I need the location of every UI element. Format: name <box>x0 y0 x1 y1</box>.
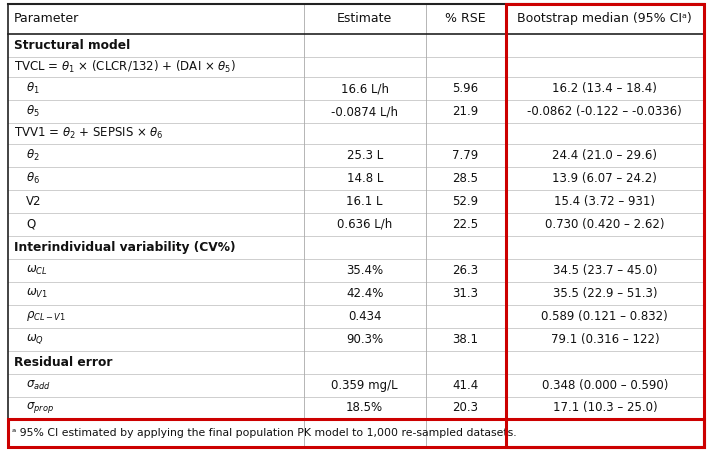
Text: 24.4 (21.0 – 29.6): 24.4 (21.0 – 29.6) <box>553 149 657 162</box>
Text: Structural model: Structural model <box>14 39 130 52</box>
Text: 21.9: 21.9 <box>453 106 478 118</box>
Text: TVV1 = $\theta_2$ + SEPSIS × $\theta_6$: TVV1 = $\theta_2$ + SEPSIS × $\theta_6$ <box>14 126 164 141</box>
Text: 34.5 (23.7 – 45.0): 34.5 (23.7 – 45.0) <box>553 264 657 277</box>
Text: -0.0862 (-0.122 – -0.0336): -0.0862 (-0.122 – -0.0336) <box>528 106 682 118</box>
Text: 28.5: 28.5 <box>453 172 478 185</box>
Text: Bootstrap median (95% CIᵃ): Bootstrap median (95% CIᵃ) <box>518 13 692 25</box>
Text: 17.1 (10.3 – 25.0): 17.1 (10.3 – 25.0) <box>553 401 657 414</box>
Text: 0.636 L/h: 0.636 L/h <box>337 218 392 231</box>
Text: 0.348 (0.000 – 0.590): 0.348 (0.000 – 0.590) <box>542 378 668 391</box>
Text: 52.9: 52.9 <box>453 195 478 208</box>
Text: -0.0874 L/h: -0.0874 L/h <box>331 106 398 118</box>
Text: 79.1 (0.316 – 122): 79.1 (0.316 – 122) <box>550 333 659 345</box>
Text: $\omega_{Q}$: $\omega_{Q}$ <box>26 332 44 346</box>
Text: Q: Q <box>26 218 36 231</box>
Text: 25.3 L: 25.3 L <box>347 149 383 162</box>
Text: 22.5: 22.5 <box>453 218 478 231</box>
Text: Estimate: Estimate <box>337 13 392 25</box>
Text: 35.5 (22.9 – 51.3): 35.5 (22.9 – 51.3) <box>553 287 657 300</box>
Text: 7.79: 7.79 <box>453 149 478 162</box>
Text: $\theta_5$: $\theta_5$ <box>26 104 40 120</box>
Text: 31.3: 31.3 <box>453 287 478 300</box>
Text: 5.96: 5.96 <box>453 83 478 96</box>
Text: % RSE: % RSE <box>445 13 486 25</box>
Bar <box>506 4 704 447</box>
Text: $\theta_1$: $\theta_1$ <box>26 81 40 97</box>
Text: $\omega_{V1}$: $\omega_{V1}$ <box>26 287 48 300</box>
Text: 0.589 (0.121 – 0.832): 0.589 (0.121 – 0.832) <box>541 310 668 322</box>
Text: 0.359 mg/L: 0.359 mg/L <box>331 378 398 391</box>
Text: 41.4: 41.4 <box>453 378 478 391</box>
Text: ᵃ 95% CI estimated by applying the final population PK model to 1,000 re-sampled: ᵃ 95% CI estimated by applying the final… <box>12 428 517 438</box>
Text: 20.3: 20.3 <box>453 401 478 414</box>
Text: 16.2 (13.4 – 18.4): 16.2 (13.4 – 18.4) <box>553 83 657 96</box>
Text: 16.6 L/h: 16.6 L/h <box>341 83 389 96</box>
Text: $\omega_{CL}$: $\omega_{CL}$ <box>26 264 48 277</box>
Text: Interindividual variability (CV%): Interindividual variability (CV%) <box>14 241 236 254</box>
Text: 14.8 L: 14.8 L <box>347 172 383 185</box>
Text: 38.1: 38.1 <box>453 333 478 345</box>
Text: 35.4%: 35.4% <box>346 264 383 277</box>
Text: 18.5%: 18.5% <box>346 401 383 414</box>
Text: 90.3%: 90.3% <box>346 333 383 345</box>
Text: 13.9 (6.07 – 24.2): 13.9 (6.07 – 24.2) <box>553 172 657 185</box>
Text: $\theta_2$: $\theta_2$ <box>26 148 40 163</box>
Text: 16.1 L: 16.1 L <box>347 195 383 208</box>
Text: Parameter: Parameter <box>14 13 79 25</box>
Text: V2: V2 <box>26 195 41 208</box>
Text: TVCL = $\theta_1$ × (CLCR/132) + (DAI × $\theta_5$): TVCL = $\theta_1$ × (CLCR/132) + (DAI × … <box>14 59 236 75</box>
Bar <box>8 419 704 447</box>
Text: $\sigma_{prop}$: $\sigma_{prop}$ <box>26 400 54 415</box>
Text: $\theta_6$: $\theta_6$ <box>26 171 40 186</box>
Text: Residual error: Residual error <box>14 355 112 368</box>
Text: 0.730 (0.420 – 2.62): 0.730 (0.420 – 2.62) <box>545 218 664 231</box>
Text: 0.434: 0.434 <box>348 310 382 322</box>
Text: 15.4 (3.72 – 931): 15.4 (3.72 – 931) <box>555 195 655 208</box>
Text: 42.4%: 42.4% <box>346 287 383 300</box>
Text: $\rho_{CL-V1}$: $\rho_{CL-V1}$ <box>26 309 66 323</box>
Text: 26.3: 26.3 <box>453 264 478 277</box>
Text: $\sigma_{add}$: $\sigma_{add}$ <box>26 378 51 391</box>
